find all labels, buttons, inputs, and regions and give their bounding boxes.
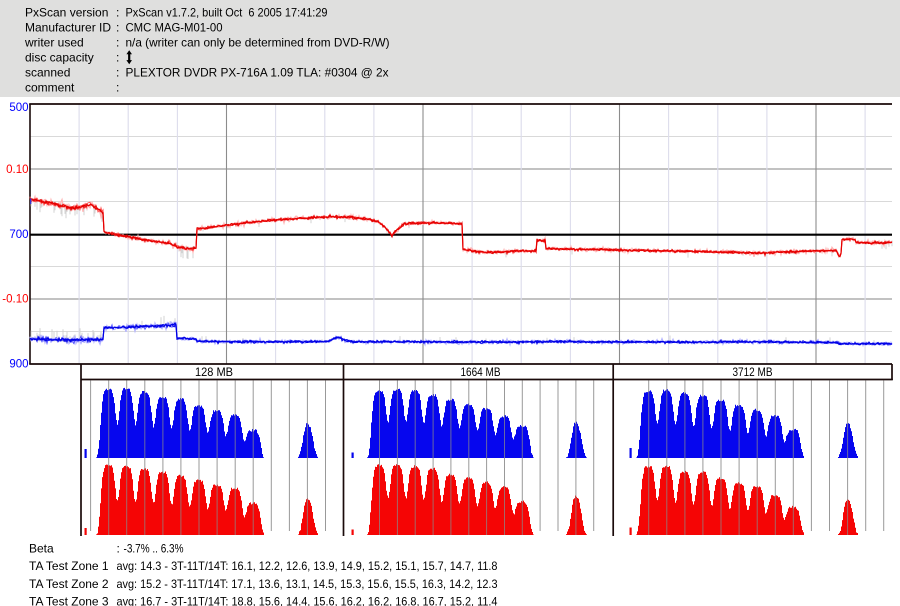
svg-text:PxScan version: PxScan version (25, 6, 108, 20)
svg-text::: : (117, 541, 120, 555)
svg-text::: : (116, 21, 119, 35)
svg-text:PLEXTOR DVDR PX-716A 1.09 TLA:: PLEXTOR DVDR PX-716A 1.09 TLA: #0304 @ 2… (126, 66, 389, 80)
svg-text:comment: comment (25, 81, 75, 95)
svg-text:CMC MAG-M01-00: CMC MAG-M01-00 (126, 21, 223, 35)
svg-text:128 MB: 128 MB (195, 365, 233, 379)
svg-text:0.10: 0.10 (6, 164, 28, 176)
svg-text:TA Test Zone 1: TA Test Zone 1 (29, 559, 109, 573)
svg-text:TA Test Zone 3: TA Test Zone 3 (29, 595, 109, 606)
svg-text:avg: 14.3 - 3T-11T/14T: 16.1,: avg: 14.3 - 3T-11T/14T: 16.1, 12.2, 12.6… (117, 559, 498, 573)
svg-text:scanned: scanned (25, 66, 70, 80)
svg-text::: : (116, 66, 119, 80)
svg-text::: : (116, 36, 119, 50)
svg-text:700: 700 (9, 229, 28, 241)
svg-text:-0.10: -0.10 (2, 294, 28, 306)
svg-text::: : (116, 81, 119, 95)
svg-text:disc capacity: disc capacity (25, 51, 94, 65)
svg-text:500: 500 (9, 102, 28, 114)
svg-text:-3.7% .. 6.3%: -3.7% .. 6.3% (124, 541, 184, 555)
svg-text:avg: 15.2 - 3T-11T/14T: 17.1,: avg: 15.2 - 3T-11T/14T: 17.1, 13.6, 13.1… (117, 577, 498, 591)
svg-text:avg: 16.7 - 3T-11T/14T: 18.8,: avg: 16.7 - 3T-11T/14T: 18.8, 15.6, 14.4… (117, 595, 498, 606)
svg-text::: : (116, 6, 119, 20)
svg-text:Manufacturer ID: Manufacturer ID (25, 21, 111, 35)
svg-text:TA Test Zone 2: TA Test Zone 2 (29, 577, 109, 591)
svg-text:900: 900 (9, 359, 28, 371)
svg-text:Beta: Beta (29, 541, 54, 555)
svg-text:3712 MB: 3712 MB (733, 365, 773, 379)
svg-text:n/a (writer can only be determ: n/a (writer can only be determined from … (126, 36, 390, 50)
svg-text:PxScan v1.7.2, built Oct 6 20: PxScan v1.7.2, built Oct 6 2005 17:41:29 (126, 6, 328, 20)
svg-text:writer used: writer used (24, 36, 84, 50)
svg-text::: : (116, 51, 119, 65)
svg-text:1664 MB: 1664 MB (461, 365, 501, 379)
